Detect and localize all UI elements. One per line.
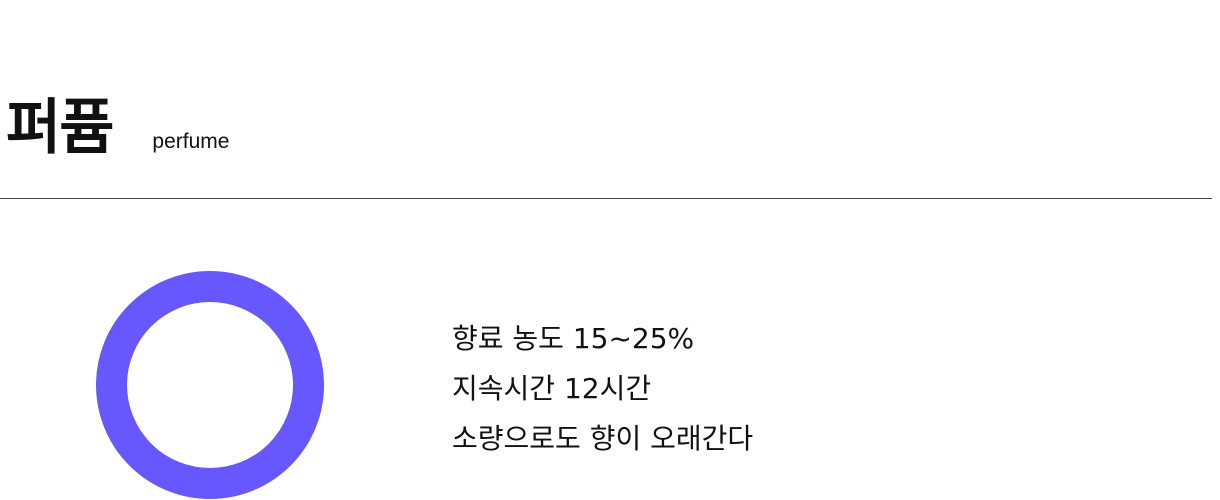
concentration-text: 향료 농도 15~25% [452,322,695,355]
header-divider [0,198,1212,199]
page-title: 퍼퓸 [6,93,114,163]
duration-text: 지속시간 12시간 [452,372,652,405]
details-list: 향료 농도 15~25% 지속시간 12시간 소량으로도 향이 오래간다 [452,314,753,464]
ring-icon [96,271,324,499]
page-subtitle: perfume [152,130,230,153]
description-text: 소량으로도 향이 오래간다 [452,422,754,455]
page-header: 퍼퓸 perfume [6,98,229,158]
